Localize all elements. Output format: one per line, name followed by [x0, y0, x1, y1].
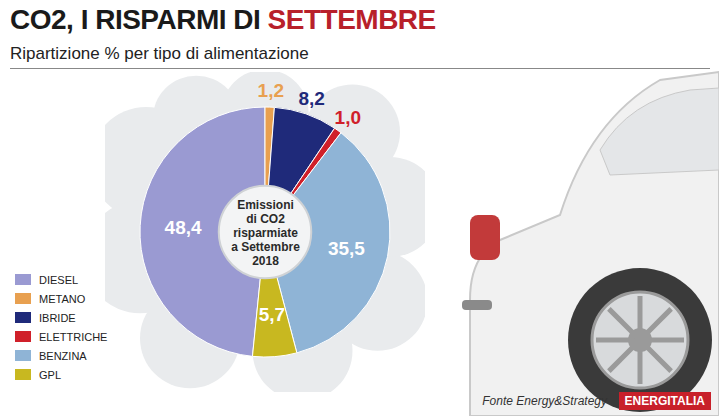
- html-text:ELETTRICHE: ELETTRICHE: [39, 330, 108, 343]
- svg-text:1,2: 1,2: [258, 80, 284, 101]
- svg-text:35,5: 35,5: [328, 238, 365, 259]
- html-text:Ripartizione % per tipo di ali: Ripartizione % per tipo di alimentazione: [10, 44, 309, 63]
- svg-text:8,2: 8,2: [298, 88, 324, 109]
- svg-text:1,0: 1,0: [335, 107, 361, 128]
- html-text:ENERGITALIA: ENERGITALIA: [624, 394, 705, 408]
- svg-text:5,7: 5,7: [259, 304, 285, 325]
- html-text:METANO: METANO: [39, 292, 86, 305]
- svg-text:Emissionidi CO2risparmiatea Se: Emissionidi CO2risparmiatea Settembre201…: [231, 198, 300, 267]
- html-text:BENZINA: BENZINA: [39, 349, 87, 362]
- html-text:CO2, I RISPARMI DI SETTEMBRE: CO2, I RISPARMI DI SETTEMBRE: [10, 4, 436, 35]
- html-text:Fonte Energy&Strategy: Fonte Energy&Strategy: [482, 394, 607, 408]
- html-text:IBRIDE: IBRIDE: [39, 311, 76, 324]
- html-text:DIESEL: DIESEL: [39, 273, 79, 286]
- svg-text:48,4: 48,4: [165, 217, 202, 238]
- html-text:GPL: GPL: [39, 368, 61, 381]
